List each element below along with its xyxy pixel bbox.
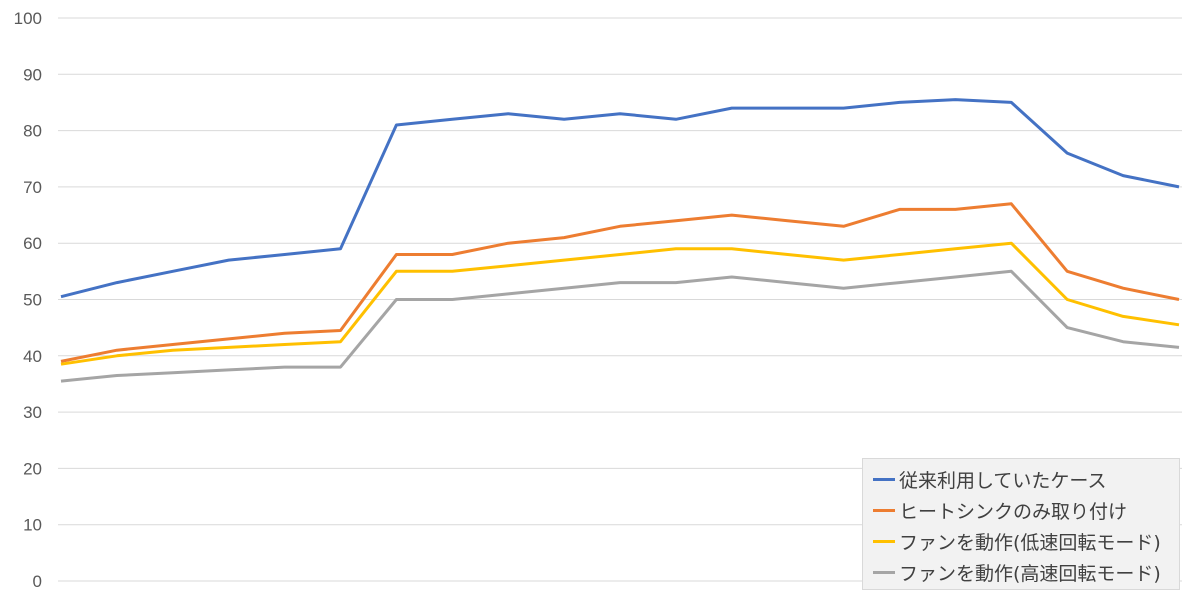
y-tick-label-40: 40 (23, 347, 42, 366)
series-line-2 (60, 241, 1180, 366)
series-line-1 (60, 202, 1180, 363)
y-tick-label-70: 70 (23, 178, 42, 197)
legend-swatch-2 (873, 540, 895, 543)
series-line-3 (60, 269, 1180, 383)
y-tick-label-30: 30 (23, 403, 42, 422)
series-lines (60, 98, 1180, 383)
legend-item-0: 従来利用していたケース (873, 464, 1179, 495)
y-axis-tick-labels: 0 10 20 30 40 50 60 70 80 90 100 (14, 9, 42, 591)
legend-swatch-0 (873, 478, 895, 481)
legend-label-2: ファンを動作(低速回転モード) (899, 532, 1161, 554)
y-tick-label-10: 10 (23, 516, 42, 535)
legend: 従来利用していたケース ヒートシンクのみ取り付け ファンを動作(低速回転モード)… (862, 458, 1180, 590)
y-tick-label-60: 60 (23, 234, 42, 253)
y-tick-label-0: 0 (33, 572, 42, 591)
y-tick-label-90: 90 (23, 65, 42, 84)
legend-label-0: 従来利用していたケース (899, 470, 1107, 492)
legend-item-1: ヒートシンクのみ取り付け (873, 495, 1179, 526)
series-line-0 (60, 98, 1180, 299)
y-tick-label-20: 20 (23, 459, 42, 478)
legend-label-1: ヒートシンクのみ取り付け (899, 501, 1128, 523)
y-tick-label-50: 50 (23, 291, 42, 310)
y-tick-label-100: 100 (14, 9, 42, 28)
legend-item-2: ファンを動作(低速回転モード) (873, 526, 1179, 557)
legend-label-3: ファンを動作(高速回転モード) (899, 563, 1161, 585)
legend-swatch-3 (873, 571, 895, 574)
gridlines (58, 17, 1182, 582)
legend-swatch-1 (873, 509, 895, 512)
y-tick-label-80: 80 (23, 122, 42, 141)
legend-item-3: ファンを動作(高速回転モード) (873, 557, 1179, 588)
